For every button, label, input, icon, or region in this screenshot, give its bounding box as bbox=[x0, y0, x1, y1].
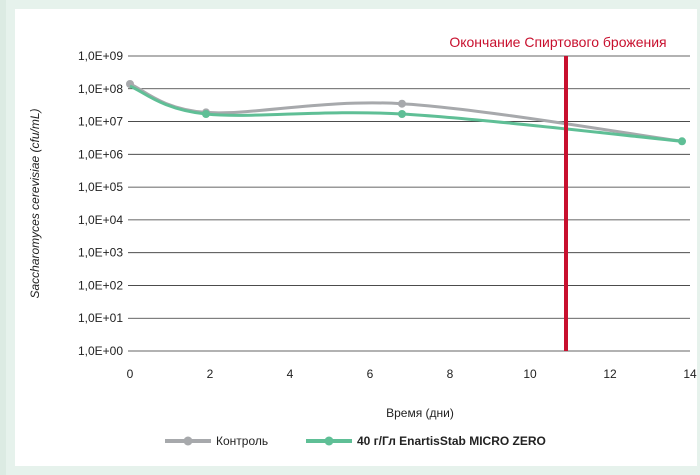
x-tick-label: 8 bbox=[447, 367, 454, 381]
y-tick-label: 1,0E+00 bbox=[78, 344, 123, 358]
series-line-enartisstab bbox=[129, 84, 683, 143]
x-tick-label: 4 bbox=[287, 367, 294, 381]
grid-lines bbox=[128, 55, 690, 352]
chart-panel: 1,0E+00 1,0E+01 1,0E+02 1,0E+03 1,0E+04 1,0E+… bbox=[15, 9, 697, 466]
y-tick-label: 1,0E+07 bbox=[78, 115, 123, 129]
x-tick-label: 6 bbox=[367, 367, 374, 381]
x-axis-label: Время (дни) bbox=[386, 406, 454, 420]
y-tick-label: 1,0E+04 bbox=[78, 213, 123, 227]
y-tick-label: 1,0E+08 bbox=[78, 82, 123, 96]
fermentation-end-label: Окончание Спиртового брожения bbox=[449, 34, 666, 50]
y-axis-ticks: 1,0E+00 1,0E+01 1,0E+02 1,0E+03 1,0E+04 1,0E+… bbox=[78, 49, 123, 358]
y-tick-label: 1,0E+06 bbox=[78, 147, 123, 161]
x-tick-label: 10 bbox=[523, 367, 537, 381]
y-tick-label: 1,0E+02 bbox=[78, 278, 123, 292]
x-tick-label: 12 bbox=[603, 367, 617, 381]
legend-marker-control bbox=[183, 436, 193, 446]
annotation-group: Окончание Спиртового брожения bbox=[449, 34, 667, 351]
data-point-enartisstab bbox=[202, 110, 210, 119]
data-point-enartisstab bbox=[678, 137, 686, 146]
legend-label-enartisstab: 40 г/Гл EnartisStab MICRO ZERO bbox=[357, 434, 546, 448]
x-tick-label: 2 bbox=[207, 367, 214, 381]
x-axis-ticks: 0 2 4 6 8 10 12 14 bbox=[127, 367, 697, 381]
x-tick-label: 0 bbox=[127, 367, 134, 381]
line-chart: 1,0E+00 1,0E+01 1,0E+02 1,0E+03 1,0E+04 1,0E+… bbox=[28, 34, 697, 448]
series-lines bbox=[126, 79, 686, 146]
y-tick-label: 1,0E+09 bbox=[78, 49, 123, 63]
y-tick-label: 1,0E+05 bbox=[78, 180, 123, 194]
legend-item-control: Контроль bbox=[165, 434, 268, 448]
legend-label-control: Контроль bbox=[216, 434, 268, 448]
data-point-enartisstab bbox=[398, 110, 406, 119]
y-tick-label: 1,0E+01 bbox=[78, 311, 123, 325]
y-tick-label: 1,0E+03 bbox=[78, 246, 123, 260]
legend-item-enartisstab: 40 г/Гл EnartisStab MICRO ZERO bbox=[306, 434, 546, 448]
legend-marker-enartisstab bbox=[324, 436, 334, 446]
y-axis-label: Saccharomyces cerevisiae (cfu/mL) bbox=[28, 108, 42, 298]
x-tick-label: 14 bbox=[683, 367, 697, 381]
data-point-control bbox=[398, 99, 406, 108]
legend: Контроль 40 г/Гл EnartisStab MICRO ZERO bbox=[165, 434, 546, 448]
